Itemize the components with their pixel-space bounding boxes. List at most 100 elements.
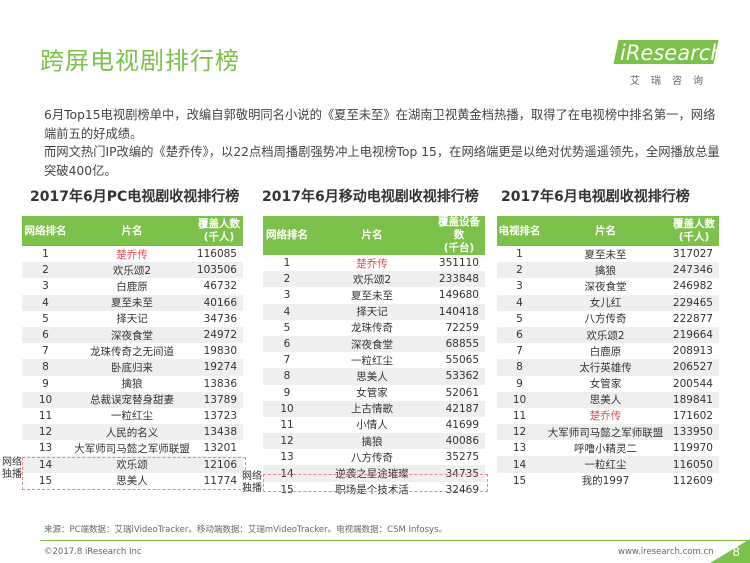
- title-cell: 我的1997: [581, 475, 630, 488]
- value-cell: 41699: [445, 418, 479, 431]
- pc-exclusive-label: 网络 独播: [2, 457, 22, 480]
- rank-cell: 9: [283, 386, 291, 399]
- title-cell: 擒狼: [542, 262, 669, 279]
- value-cell: 133950: [669, 424, 719, 441]
- table-header-row: 电视排名 片名 覆盖人数 (千人): [497, 216, 719, 246]
- title-cell: 夏至未至: [584, 248, 627, 261]
- table-row: 8 思美人 53362: [263, 368, 485, 385]
- rank-cell: 5: [42, 312, 49, 325]
- title-cell: 楚乔传: [589, 410, 622, 423]
- rank-cell: 10: [497, 391, 542, 408]
- pc-exclusive-highlight-box: [22, 457, 246, 490]
- iresearch-logo: iResearch 艾瑞咨询: [613, 38, 724, 88]
- title-cell: 大军师司马懿之军师联盟: [74, 442, 190, 455]
- value-cell: 103506: [195, 262, 243, 279]
- footer-divider: [40, 540, 750, 541]
- value-cell: 72259: [445, 321, 479, 334]
- title-cell: 一粒红尘: [111, 410, 153, 423]
- value-cell: 12106: [195, 456, 243, 473]
- rank-cell: 5: [516, 312, 523, 325]
- title-cell: 擒狼: [311, 433, 433, 450]
- intro-paragraph-1: 6月Top15电视剧榜单中，改编自郭敬明同名小说的《夏至未至》在湖南卫视黄金档热…: [44, 108, 716, 141]
- title-cell: 职场是个技术活: [335, 484, 409, 497]
- title-cell: 总裁误宠替身甜妻: [69, 391, 195, 408]
- column-header: 覆盖人数 (千人): [195, 216, 243, 246]
- title-cell: 择天记: [311, 303, 433, 320]
- value-cell: 247346: [669, 262, 719, 279]
- rank-cell: 7: [283, 354, 291, 367]
- rank-cell: 15: [512, 474, 527, 487]
- value-cell: 149680: [438, 289, 479, 302]
- value-cell: 32469: [445, 483, 479, 496]
- rank-cell: 2: [497, 262, 542, 279]
- rank-cell: 10: [22, 391, 69, 408]
- rank-cell: 8: [497, 359, 542, 376]
- rank-cell: 7: [516, 345, 523, 358]
- value-cell: 189841: [669, 391, 719, 408]
- page-title: 跨屏电视剧排行榜: [40, 47, 240, 75]
- title-cell: 擒狼: [121, 378, 143, 391]
- value-cell: 229465: [669, 294, 719, 311]
- title-cell: 八方传奇: [351, 451, 393, 464]
- table-row: 2 欢乐颂2 103506: [22, 262, 243, 279]
- copyright: ©2017.8 iResearch Inc: [44, 547, 142, 557]
- title-cell: 卧底归来: [69, 359, 195, 376]
- column-header: 覆盖设备数 (千台): [433, 216, 485, 255]
- rank-cell: 3: [42, 280, 49, 293]
- column-header: 覆盖人数 (千人): [669, 216, 719, 246]
- rank-cell: 13: [280, 451, 294, 464]
- pc-ranking-table: 网络排名 片名 覆盖人数 (千人) 1 楚乔传 116085 2 欢乐颂2 103506 3 白鹿…: [22, 216, 243, 489]
- title-cell: 思美人: [116, 475, 148, 488]
- title-cell: 八方传奇: [584, 313, 627, 326]
- title-cell: 大军师司马懿之军师联盟: [542, 424, 669, 441]
- mobile-exclusive-label: 网络 独播: [242, 471, 262, 494]
- table-row: 5 八方传奇 222877: [497, 311, 719, 327]
- column-header: 网络排名: [22, 216, 69, 246]
- table-row: 7 龙珠传奇之无间道 19830: [22, 343, 243, 359]
- table-row: 4 夏至未至 40166: [22, 294, 243, 311]
- column-header: 片名: [311, 216, 433, 255]
- table-row: 15 思美人 11774: [22, 473, 243, 489]
- value-cell: 53362: [433, 368, 485, 385]
- value-cell: 171602: [672, 409, 713, 422]
- value-cell: 222877: [672, 312, 713, 325]
- mobile-table-title: 2017年6月移动电视剧收视排行榜: [262, 189, 479, 205]
- title-cell: 欢乐颂: [69, 456, 195, 473]
- value-cell: 52061: [445, 386, 479, 399]
- tv-ranking-table: 电视排名 片名 覆盖人数 (千人) 1 夏至未至 317027 2 擒狼 247346 3 深夜食…: [497, 216, 719, 489]
- table-row: 9 女管家 52061: [263, 385, 485, 401]
- tv-table-title: 2017年6月电视剧收视排行榜: [501, 189, 690, 205]
- table-row: 13 八方传奇 35275: [263, 449, 485, 465]
- table-row: 3 白鹿原 46732: [22, 278, 243, 294]
- table-row: 14 欢乐颂 12106: [22, 456, 243, 473]
- value-cell: 68855: [433, 335, 485, 353]
- rank-cell: 1: [42, 248, 49, 261]
- table-row: 5 龙珠传奇 72259: [263, 320, 485, 336]
- value-cell: 116050: [669, 456, 719, 473]
- value-cell: 19830: [203, 345, 237, 358]
- title-cell: 欢乐颂2: [311, 271, 433, 288]
- value-cell: 13723: [203, 409, 237, 422]
- rank-cell: 6: [497, 326, 542, 344]
- rank-cell: 4: [22, 294, 69, 311]
- table-row: 4 女儿红 229465: [497, 294, 719, 311]
- rank-cell: 13: [512, 442, 527, 455]
- title-cell: 呼噜小精灵二: [574, 442, 637, 455]
- table-row: 15 职场是个技术活 32469: [263, 482, 485, 498]
- title-cell: 太行英雄传: [542, 359, 669, 376]
- title-cell: 思美人: [542, 391, 669, 408]
- table-row: 13 呼噜小精灵二 119970: [497, 440, 719, 456]
- title-cell: 白鹿原: [116, 280, 148, 293]
- title-cell: 人民的名义: [69, 424, 195, 441]
- table-row: 11 楚乔传 171602: [497, 408, 719, 424]
- title-cell: 女管家: [589, 378, 622, 391]
- table-row: 2 欢乐颂2 233848: [263, 271, 485, 288]
- value-cell: 34735: [433, 465, 485, 482]
- rank-cell: 9: [516, 377, 523, 390]
- rank-cell: 11: [38, 409, 53, 422]
- title-cell: 欢乐颂2: [69, 262, 195, 279]
- rank-cell: 14: [497, 456, 542, 473]
- value-cell: 34736: [203, 312, 237, 325]
- title-cell: 欢乐颂2: [542, 326, 669, 344]
- value-cell: 317027: [672, 248, 713, 261]
